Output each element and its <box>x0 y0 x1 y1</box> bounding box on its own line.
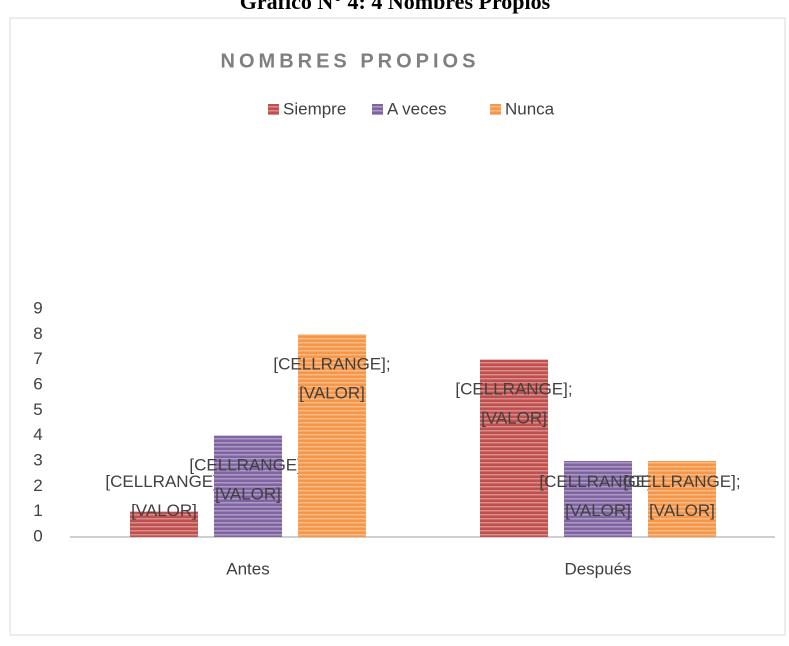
y-tick-label: 6 <box>33 374 42 393</box>
chart-border <box>9 17 786 636</box>
data-label: [VALOR] <box>299 383 365 402</box>
x-tick-label: Antes <box>226 559 269 578</box>
y-tick-label: 2 <box>33 476 42 495</box>
data-label: [CELLRANGE]; <box>105 472 222 491</box>
chart-title: NOMBRES PROPIOS <box>221 50 480 72</box>
legend-swatch <box>490 104 501 115</box>
bar <box>214 435 282 537</box>
y-tick-label: 9 <box>33 298 42 317</box>
legend-label: A veces <box>387 99 447 118</box>
data-label: [CELLRANGE]; <box>189 456 306 475</box>
y-tick-label: 1 <box>33 501 42 520</box>
data-label: [CELLRANGE]; <box>455 380 572 399</box>
data-label: [VALOR] <box>565 501 631 520</box>
bar <box>648 461 716 537</box>
bar <box>298 334 366 537</box>
data-label: [CELLRANGE]; <box>539 472 656 491</box>
y-tick-label: 0 <box>33 526 42 545</box>
data-label: [VALOR] <box>215 485 281 504</box>
data-label: [VALOR] <box>649 501 715 520</box>
data-label: [VALOR] <box>481 409 547 428</box>
data-label: [VALOR] <box>131 501 197 520</box>
bar <box>130 511 198 537</box>
legend-swatch <box>268 104 279 115</box>
y-tick-label: 3 <box>33 450 42 469</box>
legend-label: Nunca <box>505 99 555 118</box>
bar <box>564 461 632 537</box>
x-tick-label: Después <box>564 559 631 578</box>
data-label: [CELLRANGE]; <box>273 354 390 373</box>
legend-swatch <box>372 104 383 115</box>
y-tick-label: 7 <box>33 349 42 368</box>
legend-label: Siempre <box>283 99 346 118</box>
y-tick-label: 5 <box>33 400 42 419</box>
bar <box>480 359 548 537</box>
data-label: [CELLRANGE]; <box>623 472 740 491</box>
caption: Gráfico N° 4: 4 Nombres Propios <box>240 0 551 14</box>
y-tick-label: 8 <box>33 324 42 343</box>
y-tick-label: 4 <box>33 425 42 444</box>
